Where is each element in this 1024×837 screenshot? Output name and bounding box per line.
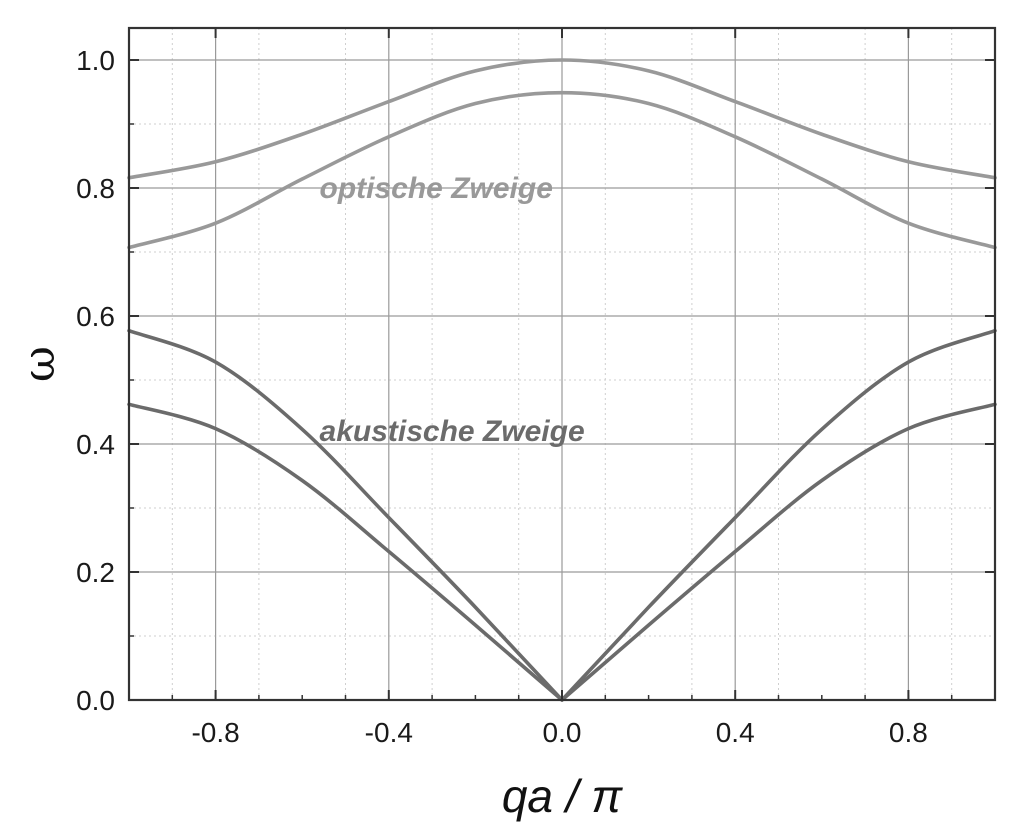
annotation-optical: optische Zweige [320, 172, 553, 205]
series-line-optical [127, 58, 997, 180]
major-grid [129, 28, 995, 700]
y-tick-label: 0.6 [76, 301, 115, 332]
minor-grid [129, 28, 995, 700]
y-tick-label: 1.0 [76, 45, 115, 76]
x-tick-label: -0.8 [191, 717, 239, 748]
x-tick-label: 0.0 [543, 717, 582, 748]
y-tick-label: 0.2 [76, 557, 115, 588]
annotations: optische Zweige akustische Zweige [320, 172, 585, 448]
y-tick-label: 0.0 [76, 685, 115, 716]
x-tick-label: -0.4 [365, 717, 413, 748]
y-axis-label: ω [14, 346, 65, 382]
x-tick-label: 0.4 [716, 717, 755, 748]
series-line-optical [127, 90, 997, 250]
axis-ticks [128, 28, 996, 701]
y-tick-label: 0.8 [76, 173, 115, 204]
x-tick-label: 0.8 [889, 717, 928, 748]
tick-labels: -0.8 -0.4 0.0 0.4 0.8 0.0 0.2 0.4 0.6 0.8 1.0 [76, 45, 928, 748]
y-tick-label: 0.4 [76, 429, 115, 460]
x-axis-label: qa / π [502, 770, 624, 822]
annotation-acoustic: akustische Zweige [320, 415, 585, 448]
